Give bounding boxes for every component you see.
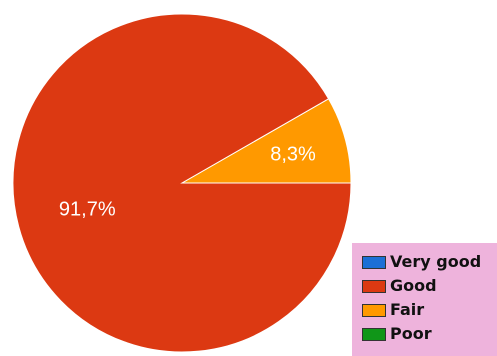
slice-label-fair: 8,3% <box>270 143 316 165</box>
pie-slice-good <box>12 13 352 353</box>
slices-layer <box>12 13 352 353</box>
legend-swatch <box>362 255 386 269</box>
legend-label: Good <box>390 276 437 295</box>
legend-item-poor: Poor <box>362 322 497 346</box>
legend-label: Poor <box>390 324 432 343</box>
slice-labels-layer: 8,3% 91,7% <box>59 143 316 220</box>
legend-label: Very good <box>390 252 482 271</box>
legend: Very good Good Fair Poor <box>352 243 497 356</box>
legend-swatch <box>362 279 386 293</box>
legend-item-good: Good <box>362 274 497 298</box>
legend-label: Fair <box>390 300 425 319</box>
legend-swatch <box>362 327 386 341</box>
slice-label-good: 91,7% <box>59 198 116 220</box>
legend-item-fair: Fair <box>362 298 497 322</box>
pie-slice-fair <box>180 98 352 184</box>
legend-swatch <box>362 303 386 317</box>
legend-item-very-good: Very good <box>362 250 497 274</box>
